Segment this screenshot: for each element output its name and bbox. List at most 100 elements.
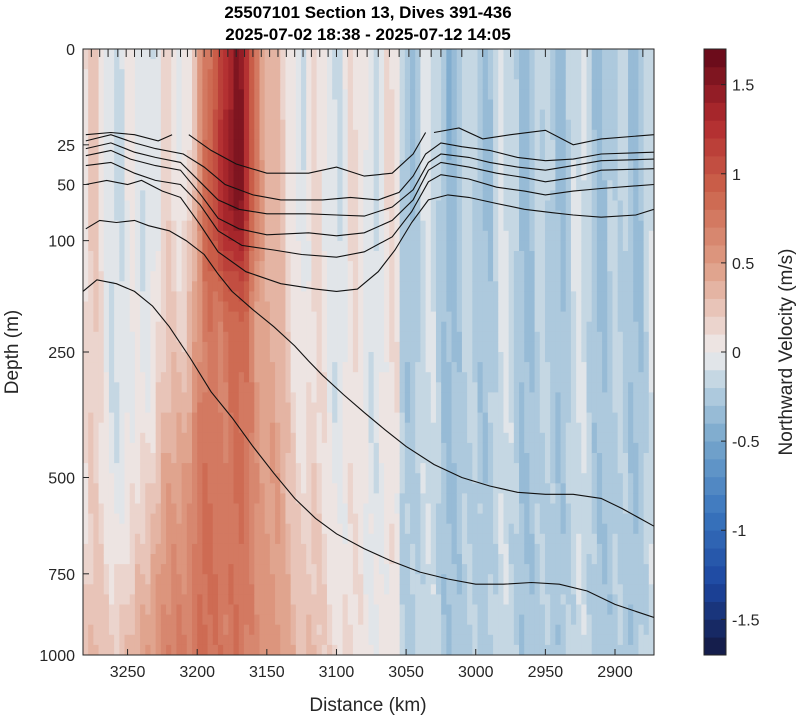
heat-cell [347, 180, 354, 191]
heat-cell [223, 49, 229, 60]
heat-cell [295, 432, 302, 444]
heat-cell [207, 59, 214, 70]
heat-cell [88, 624, 94, 636]
heat-cell [140, 180, 146, 191]
heat-cell [134, 109, 141, 121]
heat-cell [472, 533, 479, 545]
heat-cell [456, 230, 463, 242]
heat-cell [207, 442, 214, 454]
heat-cell [498, 210, 505, 222]
heat-cell [368, 251, 375, 262]
heat-cell [223, 291, 229, 303]
heat-cell [301, 523, 307, 535]
heat-cell [441, 422, 447, 434]
heat-cell [487, 139, 494, 151]
heat-cell [332, 240, 338, 252]
heat-cell [145, 160, 152, 171]
heat-cell [212, 594, 219, 606]
heat-cell [212, 493, 219, 505]
heat-cell [186, 59, 193, 70]
heat-cell [415, 119, 422, 131]
heat-cell [368, 513, 375, 525]
heat-cell [295, 109, 302, 121]
heat-cell [503, 422, 510, 434]
heat-cell [503, 79, 510, 90]
heat-cell [368, 291, 375, 303]
heat-cell [467, 170, 473, 181]
heat-cell [108, 180, 115, 191]
heat-cell [103, 321, 110, 333]
heat-cell [243, 331, 250, 343]
heat-cell [93, 543, 100, 555]
heat-cell [228, 513, 235, 525]
heat-cell [119, 564, 126, 575]
heat-cell [259, 160, 266, 171]
heat-cell [487, 261, 494, 272]
heat-cell [384, 261, 390, 272]
heat-cell [342, 372, 349, 383]
heat-cell [326, 362, 333, 373]
heat-cell [326, 382, 333, 393]
heat-cell [332, 624, 338, 636]
heat-cell [140, 261, 146, 272]
heat-cell [363, 463, 370, 474]
heat-cell [467, 503, 473, 515]
heat-cell [384, 372, 390, 383]
heat-cell [254, 170, 261, 181]
heat-cell [498, 321, 505, 333]
heat-cell [181, 311, 188, 323]
heat-cell [508, 109, 515, 121]
heat-cell [275, 129, 281, 141]
heat-cell [212, 160, 219, 171]
heat-cell [295, 220, 302, 232]
heat-cell [394, 230, 401, 242]
heat-cell [171, 79, 178, 90]
heat-cell [140, 463, 146, 474]
heat-cell [472, 99, 479, 111]
heat-cell [467, 291, 473, 303]
heat-cell [207, 200, 214, 212]
heat-cell [202, 261, 209, 272]
heat-cell [186, 261, 193, 272]
heat-cell [119, 463, 126, 474]
heat-cell [363, 604, 370, 616]
heat-cell [373, 453, 380, 464]
heat-cell [456, 59, 463, 70]
heat-cell [264, 341, 271, 353]
heat-cell [171, 200, 178, 212]
heat-cell [155, 331, 162, 343]
heat-cell [233, 271, 240, 282]
heat-cell [83, 109, 89, 121]
heat-cell [217, 362, 224, 373]
heat-cell [202, 614, 209, 626]
heat-cell [321, 432, 328, 444]
heat-cell [192, 301, 198, 313]
heat-cell [368, 99, 375, 111]
heat-cell [223, 69, 229, 80]
heat-cell [451, 119, 458, 131]
heat-cell [171, 442, 178, 454]
heat-cell [503, 594, 510, 606]
heat-cell [181, 543, 188, 555]
heat-cell [498, 271, 505, 282]
heat-cell [197, 200, 203, 212]
heat-cell [103, 523, 110, 535]
heat-cell [316, 271, 323, 282]
heat-cell [399, 412, 406, 424]
heat-cell [186, 442, 193, 454]
heat-cell [311, 49, 318, 60]
heat-cell [404, 261, 411, 272]
heat-cell [223, 129, 229, 141]
heat-cell [285, 523, 292, 535]
heat-cell [306, 251, 312, 262]
heat-cell [384, 392, 390, 404]
heat-cell [435, 160, 442, 171]
heat-cell [394, 301, 401, 313]
heat-cell [358, 634, 364, 646]
heat-cell [508, 160, 515, 171]
heat-cell [482, 210, 489, 222]
heat-cell [311, 554, 318, 565]
heat-cell [108, 301, 115, 313]
heat-cell [373, 89, 380, 101]
heat-cell [181, 564, 188, 575]
